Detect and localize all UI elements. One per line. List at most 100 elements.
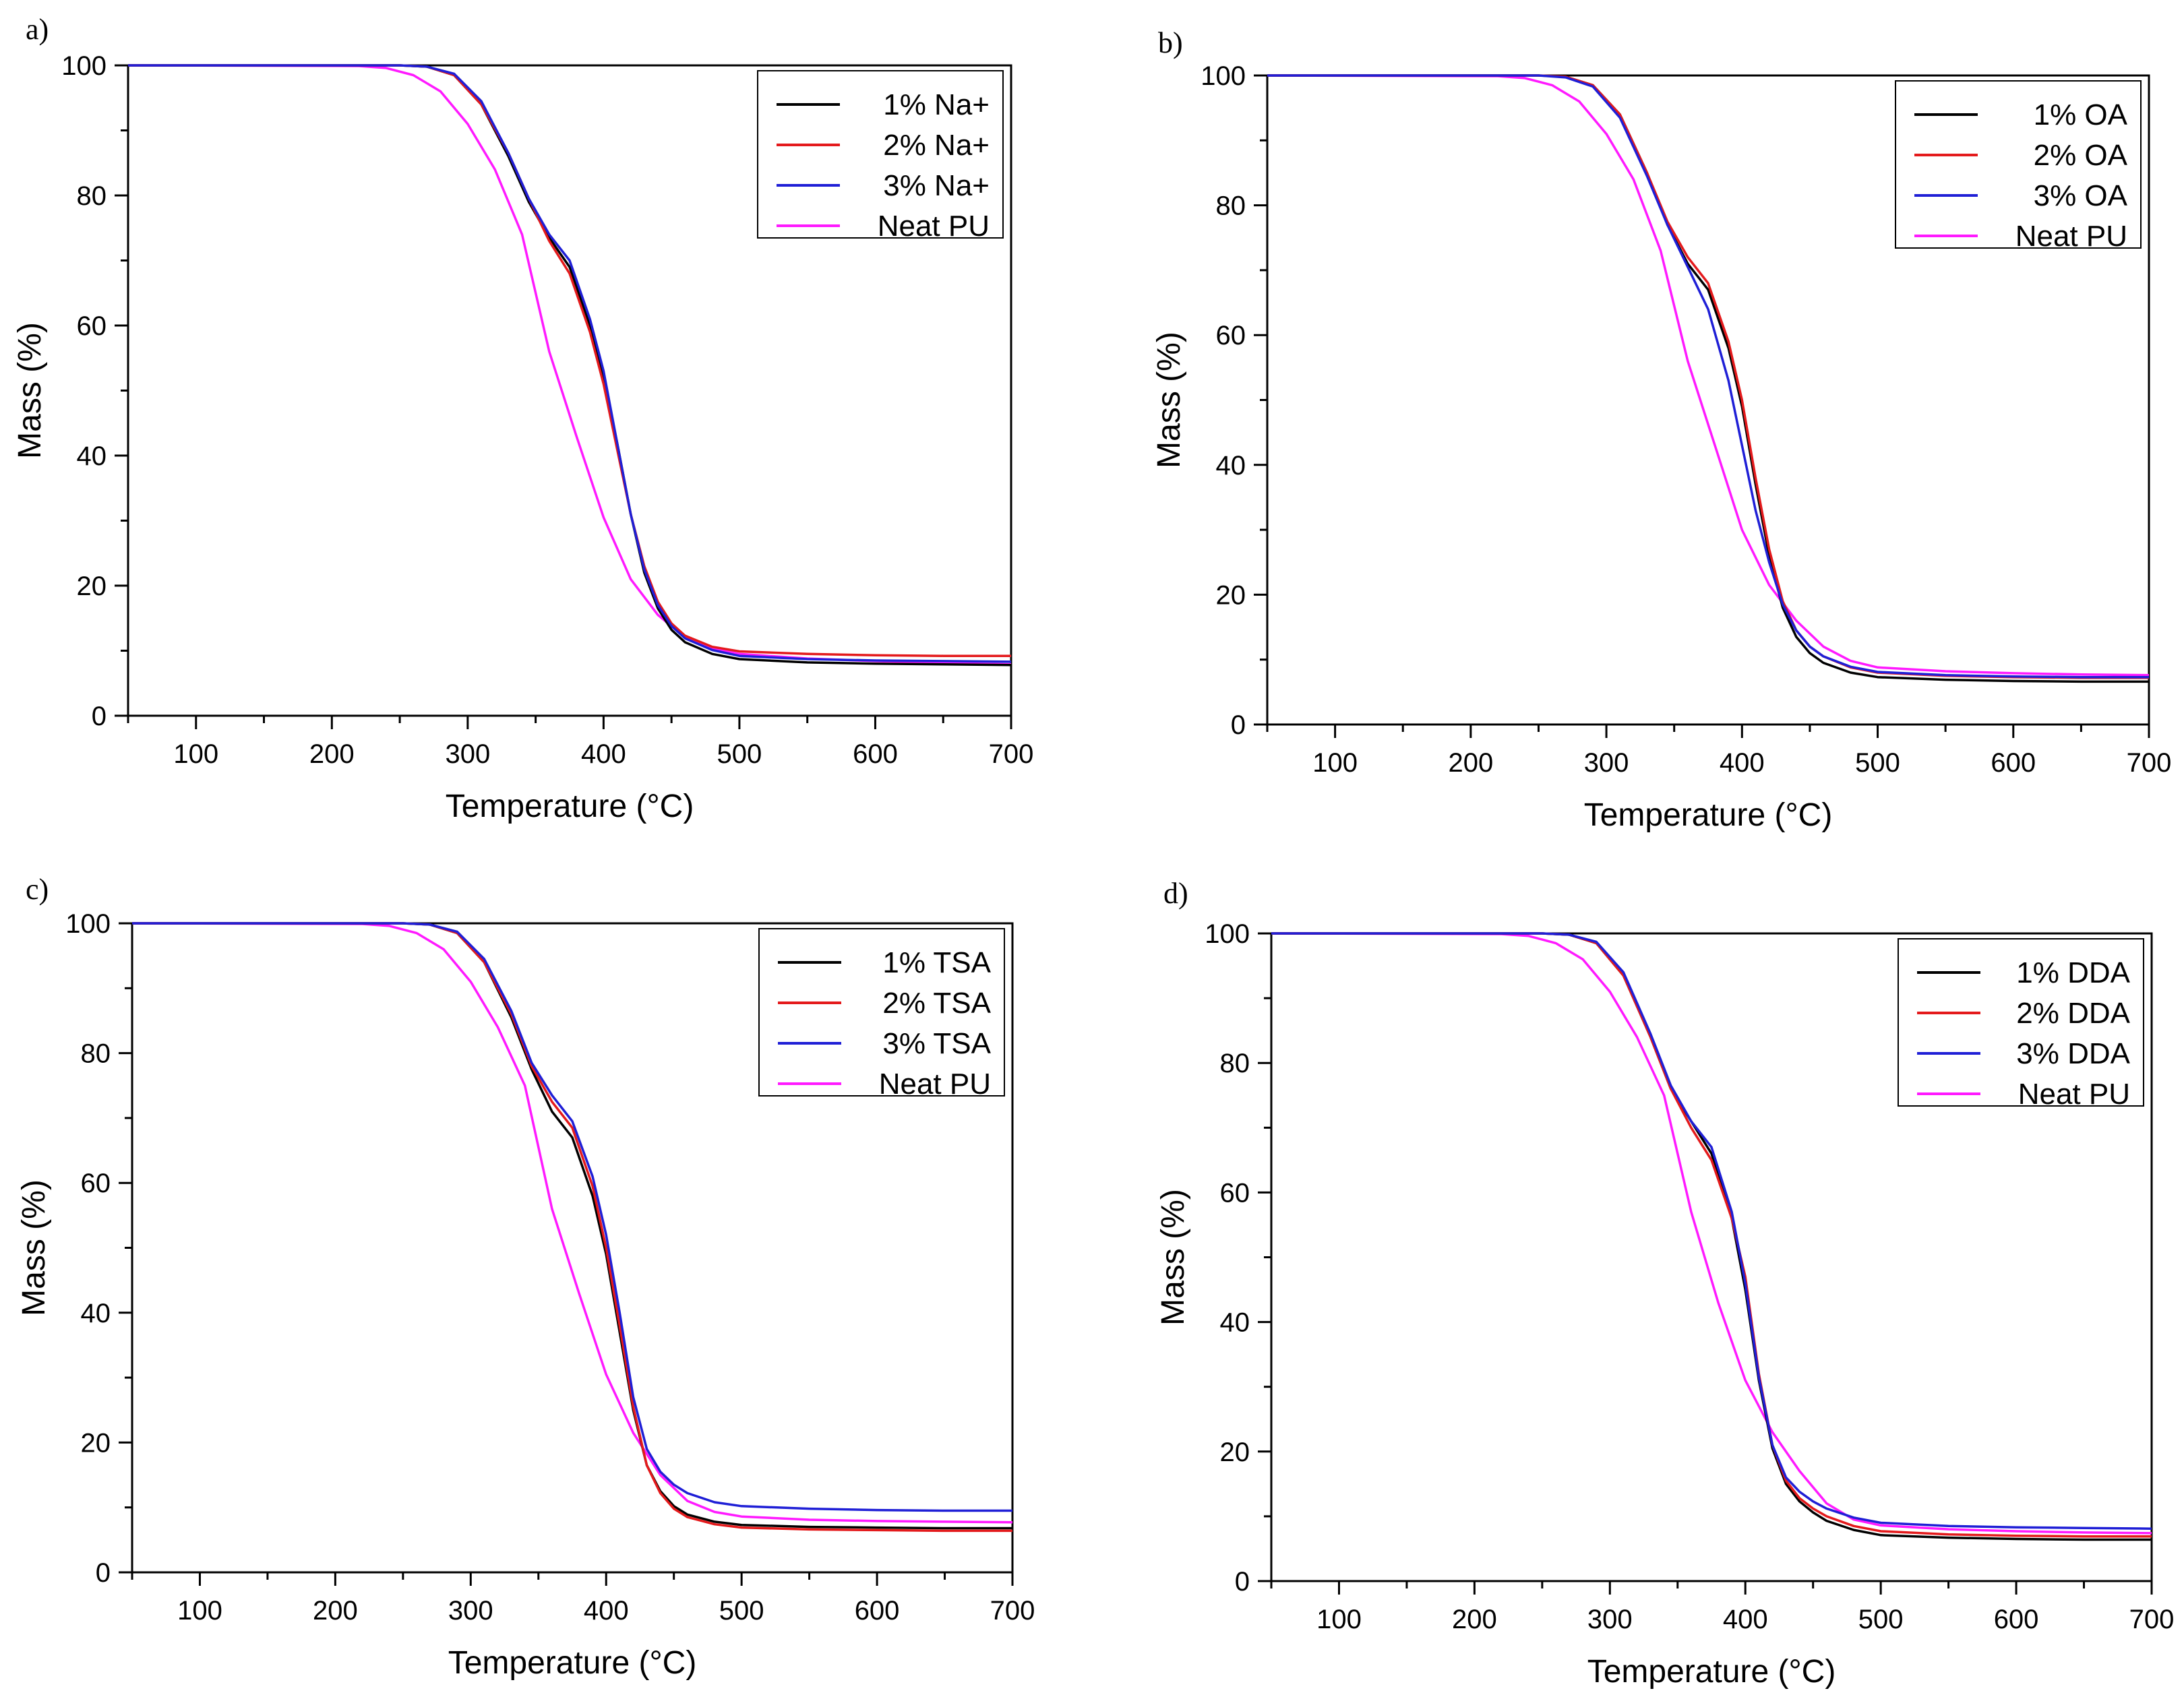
- legend-label: Neat PU: [878, 210, 990, 243]
- series-group: [132, 922, 1012, 1533]
- legend-label: Neat PU: [879, 1068, 991, 1101]
- x-tick-label: 600: [853, 739, 898, 769]
- y-tick-label: 40: [1216, 451, 1246, 481]
- x-tick-label: 500: [1858, 1605, 1904, 1634]
- x-tick-label: 100: [1316, 1605, 1362, 1634]
- series-line-2-tsa: [132, 922, 1012, 1533]
- x-tick-label: 700: [989, 739, 1034, 769]
- legend-label: 2% OA: [2034, 139, 2128, 172]
- legend-label: 1% DDA: [2016, 956, 2130, 989]
- x-tick-label: 200: [1448, 748, 1493, 778]
- y-tick-label: 80: [1220, 1049, 1250, 1078]
- y-tick-label: 80: [81, 1039, 111, 1069]
- x-tick-label: 300: [1587, 1605, 1633, 1634]
- y-tick-label: 40: [77, 441, 107, 471]
- x-tick-label: 600: [1994, 1605, 2039, 1634]
- y-tick-label: 0: [1235, 1567, 1250, 1597]
- x-tick-label: 400: [584, 1596, 629, 1626]
- x-axis-title: Temperature (°C): [446, 789, 694, 824]
- y-tick-label: 80: [1216, 191, 1246, 221]
- chart-panel-2: b) 100 200 300 400 500 600 700 0 20 40 60 80 100 Tempe…: [1151, 26, 2171, 833]
- x-tick-label: 700: [2127, 748, 2172, 778]
- panel-label: d): [1163, 877, 1188, 910]
- chart-panel-4: d) 100 200 300 400 500 600 700 0 20 40 60 80 100 Tempe…: [1155, 877, 2174, 1690]
- chart-panel-3: c) 100 200 300 400 500 600 700 0 20 40 60 80 100 Tempe…: [16, 873, 1035, 1681]
- y-tick-label: 0: [96, 1558, 111, 1588]
- y-tick-label: 100: [1205, 919, 1250, 949]
- x-tick-label: 500: [719, 1596, 764, 1626]
- x-axis-title: Temperature (°C): [1584, 797, 1833, 833]
- x-tick-label: 100: [173, 739, 218, 769]
- series-line-neat-pu: [132, 922, 1012, 1524]
- y-tick-label: 20: [77, 572, 107, 601]
- legend-box: [1898, 938, 2144, 1107]
- series-line-3-oa: [1267, 74, 2149, 679]
- legend-label: Neat PU: [2015, 220, 2127, 253]
- series-line-3-dda: [1271, 932, 2152, 1530]
- x-tick-label: 200: [313, 1596, 358, 1626]
- x-tick-label: 100: [1312, 748, 1358, 778]
- legend-label: 3% TSA: [882, 1027, 991, 1060]
- x-tick-label: 300: [1584, 748, 1629, 778]
- legend: 1% DDA 2% DDA 3% DDA Neat PU: [1898, 938, 2144, 1111]
- x-tick-label: 600: [1991, 748, 2036, 778]
- y-tick-label: 20: [1216, 580, 1246, 610]
- series-group: [128, 64, 1011, 667]
- x-tick-label: 600: [855, 1596, 900, 1626]
- series-line-3-tsa: [132, 922, 1012, 1512]
- legend-label: Neat PU: [2018, 1078, 2130, 1111]
- panel-label: b): [1158, 26, 1183, 59]
- legend-label: 1% TSA: [882, 946, 991, 979]
- y-tick-label: 100: [1201, 61, 1246, 91]
- y-tick-label: 0: [92, 702, 107, 731]
- legend: 1% TSA 2% TSA 3% TSA Neat PU: [758, 928, 1005, 1101]
- panel-label: a): [26, 13, 49, 46]
- x-tick-label: 200: [1452, 1605, 1497, 1634]
- y-tick-label: 100: [61, 51, 107, 81]
- legend: 1% OA 2% OA 3% OA Neat PU: [1895, 80, 2142, 253]
- x-tick-label: 300: [445, 739, 490, 769]
- legend-box: [758, 928, 1005, 1097]
- legend-label: 2% TSA: [882, 987, 991, 1020]
- y-tick-label: 40: [1220, 1308, 1250, 1338]
- y-tick-label: 60: [1216, 321, 1246, 350]
- legend-label: 1% OA: [2034, 98, 2128, 131]
- x-tick-label: 300: [448, 1596, 493, 1626]
- y-tick-label: 20: [81, 1428, 111, 1458]
- legend-box: [1895, 80, 2142, 249]
- x-tick-label: 400: [1720, 748, 1765, 778]
- x-tick-label: 400: [581, 739, 626, 769]
- y-tick-label: 100: [65, 909, 111, 939]
- x-tick-label: 500: [1855, 748, 1900, 778]
- y-tick-label: 20: [1220, 1438, 1250, 1467]
- series-line-neat-pu: [1271, 932, 2152, 1535]
- legend-label: 1% Na+: [883, 88, 990, 121]
- legend-label: 2% DDA: [2016, 997, 2130, 1030]
- y-tick-label: 0: [1231, 710, 1246, 740]
- chart-panel-1: a) 100 200 300 400 500 600 700 0 20 40 60 80 100 Tempe…: [12, 13, 1033, 824]
- legend: 1% Na+ 2% Na+ 3% Na+ Neat PU: [757, 70, 1004, 243]
- x-tick-label: 100: [177, 1596, 222, 1626]
- y-tick-label: 80: [77, 181, 107, 211]
- panel-label: c): [26, 873, 49, 906]
- legend-label: 3% OA: [2034, 179, 2128, 212]
- series-line-3-na-: [128, 64, 1011, 663]
- x-tick-label: 200: [309, 739, 355, 769]
- y-axis-title: Mass (%): [16, 1179, 52, 1316]
- y-tick-label: 60: [81, 1169, 111, 1198]
- x-tick-label: 700: [990, 1596, 1035, 1626]
- series-line-neat-pu: [1267, 74, 2149, 677]
- legend-label: 3% DDA: [2016, 1037, 2130, 1070]
- x-tick-label: 500: [717, 739, 762, 769]
- x-axis-title: Temperature (°C): [1587, 1654, 1836, 1690]
- series-line-2-na-: [128, 64, 1011, 657]
- y-axis-title: Mass (%): [12, 322, 48, 459]
- y-axis-title: Mass (%): [1155, 1189, 1191, 1326]
- y-axis-title: Mass (%): [1151, 332, 1187, 468]
- x-tick-label: 700: [2129, 1605, 2175, 1634]
- legend-box: [757, 70, 1004, 239]
- series-group: [1267, 74, 2149, 683]
- legend-label: 3% Na+: [883, 169, 990, 202]
- y-tick-label: 60: [77, 311, 107, 341]
